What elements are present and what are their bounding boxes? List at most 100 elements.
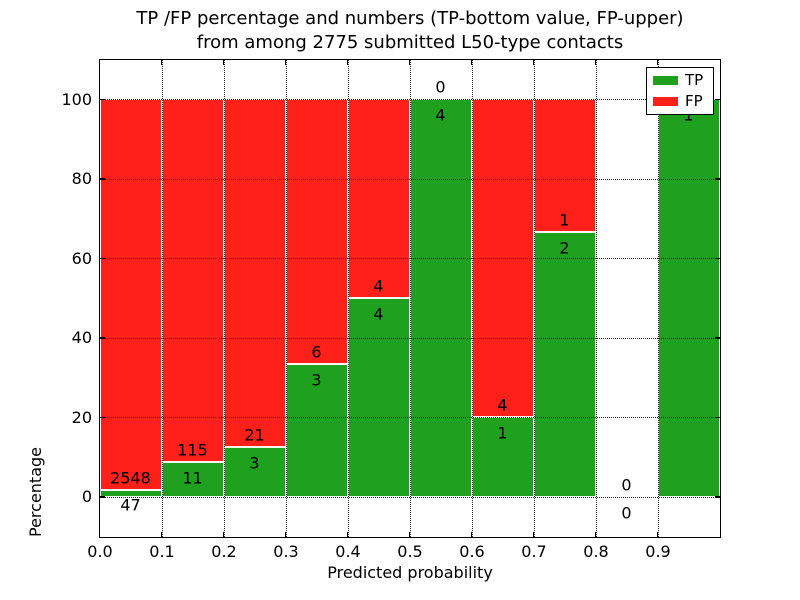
bar-segment-tp: [657, 99, 720, 497]
bar-segment-tp: [285, 364, 348, 497]
bar-segment-fp: [99, 99, 162, 490]
x-tick-label: 0.5: [397, 542, 423, 561]
y-tick-label: 60: [71, 248, 92, 268]
x-tick-label: 0.8: [583, 542, 609, 561]
x-tick-mark: [533, 531, 535, 537]
x-tick-mark-top: [471, 59, 473, 65]
grid-line-vertical: [161, 59, 163, 537]
x-tick-mark-top: [409, 59, 411, 65]
x-tick-mark: [161, 531, 163, 537]
tp-count-label: 1: [497, 423, 508, 443]
y-axis-label: Percentage: [26, 446, 45, 537]
tp-count-label: 47: [120, 495, 141, 515]
bar-segment-fp: [161, 99, 224, 463]
legend-item: TP: [653, 73, 713, 88]
x-tick-mark: [657, 531, 659, 537]
x-tick-mark-top: [223, 59, 225, 65]
tp-count-label: 2: [559, 238, 570, 258]
x-tick-label: 0.1: [149, 542, 175, 561]
grid-line-vertical: [657, 59, 659, 537]
x-tick-mark-top: [161, 59, 163, 65]
x-tick-mark: [595, 531, 597, 537]
y-tick-mark-right: [714, 496, 720, 498]
x-tick-mark-top: [657, 59, 659, 65]
fp-legend-swatch: [653, 96, 678, 106]
grid-line-vertical: [533, 59, 535, 537]
tp-count-label: 3: [249, 453, 260, 473]
x-tick-label: 0.7: [521, 542, 547, 561]
fp-count-label: 1: [559, 210, 570, 230]
bar-segment-fp: [285, 99, 348, 365]
y-tick-mark: [99, 257, 105, 260]
y-tick-label: 0: [81, 487, 92, 507]
fp-count-label: 4: [373, 276, 384, 296]
tp-legend-swatch: [653, 76, 678, 86]
bar-segment-fp: [533, 99, 596, 232]
x-tick-mark: [223, 531, 225, 537]
fp-count-label: 115: [177, 440, 208, 460]
chart-title-line1: TP /FP percentage and numbers (TP-bottom…: [136, 8, 684, 29]
y-tick-mark-right: [714, 98, 720, 101]
y-tick-label: 20: [71, 407, 92, 427]
y-tick-mark-right: [714, 416, 720, 419]
x-tick-mark-top: [595, 59, 597, 65]
chart-title-line2: from among 2775 submitted L50-type conta…: [196, 32, 624, 53]
y-tick-mark-right: [714, 337, 720, 339]
fp-count-label: 0: [621, 475, 632, 495]
legend-label: FP: [685, 91, 703, 110]
tp-count-label: 4: [435, 105, 446, 125]
y-tick-label: 40: [71, 328, 92, 348]
y-tick-mark: [99, 178, 105, 180]
y-tick-mark: [99, 416, 105, 419]
y-tick-mark-right: [714, 257, 720, 260]
fp-count-label: 2548: [110, 468, 151, 488]
bar-segment-tp: [161, 462, 224, 497]
legend-label: TP: [685, 71, 704, 90]
fp-count-label: 0: [435, 77, 446, 97]
grid-line-vertical: [285, 59, 287, 537]
bar-segment-tp: [409, 99, 472, 497]
bar-segment-tp: [99, 489, 162, 497]
grid-line-vertical: [595, 59, 597, 537]
x-tick-mark-top: [347, 59, 349, 65]
x-tick-mark-top: [285, 59, 287, 65]
y-tick-mark-right: [714, 178, 720, 180]
bar-segment-fp: [223, 99, 286, 448]
plot-area: 2548 47 115 11 21 3 6 3 4 4 0 4 4 1 1 2 0 0 1: [98, 58, 721, 538]
tp-count-label: 4: [373, 304, 384, 324]
tp-count-label: 1: [683, 105, 694, 125]
y-tick-label: 80: [71, 169, 92, 189]
x-tick-label: 0.0: [87, 542, 113, 561]
grid-line-vertical: [409, 59, 411, 537]
bar-segment-fp: [347, 99, 410, 298]
x-tick-mark: [99, 531, 101, 537]
x-tick-mark-top: [533, 59, 535, 65]
fp-count-label: 21: [244, 425, 265, 445]
x-tick-mark: [471, 531, 473, 537]
y-tick-mark: [99, 98, 105, 101]
x-tick-label: 0.2: [211, 542, 237, 561]
x-tick-label: 0.4: [335, 542, 361, 561]
y-tick-label: 100: [61, 89, 92, 109]
grid-line-vertical: [471, 59, 473, 537]
tp-count-label: 11: [182, 468, 203, 488]
bar-segment-tp: [533, 231, 596, 497]
grid-line-vertical: [223, 59, 225, 537]
x-tick-mark: [347, 531, 349, 537]
x-tick-label: 0.9: [645, 542, 671, 561]
x-tick-mark: [409, 531, 411, 537]
tp-count-label: 0: [621, 503, 632, 523]
bar-segment-tp: [471, 417, 534, 497]
x-tick-label: 0.6: [459, 542, 485, 561]
y-tick-mark: [99, 496, 105, 498]
x-axis-label: Predicted probability: [327, 563, 493, 582]
grid-line-vertical: [347, 59, 349, 537]
chart-title: TP /FP percentage and numbers (TP-bottom…: [100, 7, 720, 55]
x-tick-label: 0.3: [273, 542, 299, 561]
fp-count-label: 4: [497, 395, 508, 415]
legend-item: FP: [653, 91, 713, 110]
x-tick-mark-top: [99, 59, 101, 65]
legend: TP FP: [646, 67, 714, 115]
bar-segment-tp: [347, 298, 410, 497]
y-tick-mark: [99, 337, 105, 339]
